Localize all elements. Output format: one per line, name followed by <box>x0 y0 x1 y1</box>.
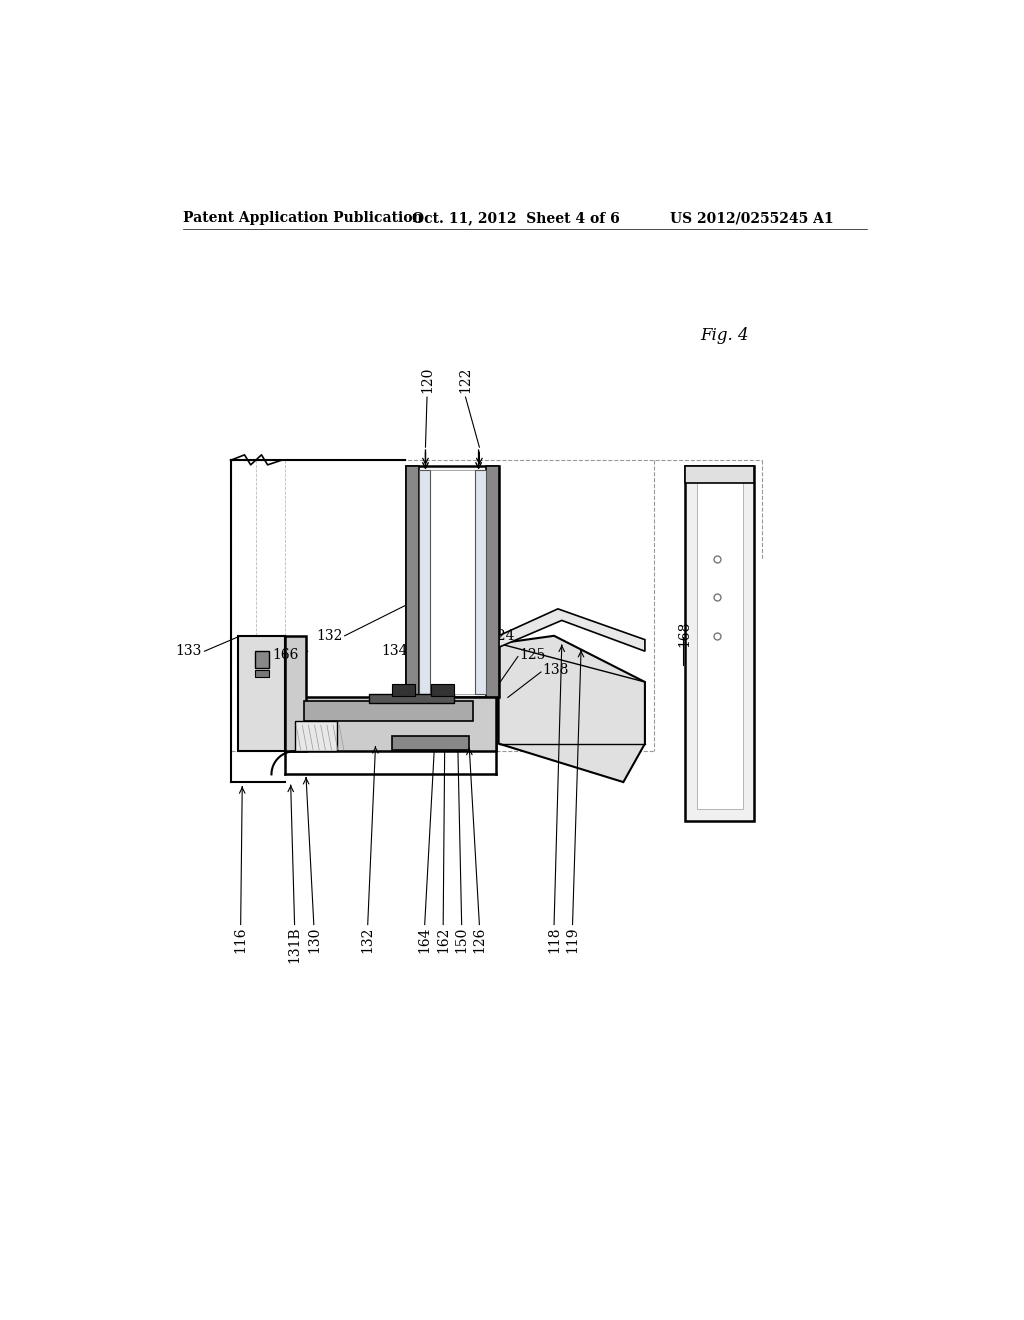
Text: 166: 166 <box>272 648 298 663</box>
Text: 134: 134 <box>381 644 408 659</box>
Text: 150: 150 <box>455 927 469 953</box>
Polygon shape <box>499 636 645 781</box>
Bar <box>295 721 337 751</box>
Text: 164: 164 <box>418 927 432 953</box>
Text: 162: 162 <box>436 927 451 953</box>
Bar <box>255 651 269 668</box>
Text: 130: 130 <box>307 927 321 953</box>
Text: 120: 120 <box>420 367 434 393</box>
Text: 132: 132 <box>360 927 375 953</box>
Bar <box>430 470 475 693</box>
Bar <box>475 470 486 693</box>
Bar <box>392 737 469 750</box>
Text: 119: 119 <box>565 927 580 953</box>
Bar <box>696 478 742 809</box>
Polygon shape <box>499 609 645 651</box>
Text: 126: 126 <box>472 927 486 953</box>
Text: 132: 132 <box>316 628 342 643</box>
Bar <box>407 466 499 697</box>
Text: 138: 138 <box>543 664 569 677</box>
Bar <box>419 470 430 693</box>
Text: US 2012/0255245 A1: US 2012/0255245 A1 <box>670 211 834 226</box>
Bar <box>685 466 755 821</box>
Text: 124: 124 <box>488 628 515 643</box>
Bar <box>304 701 473 721</box>
Bar <box>239 636 285 751</box>
Bar <box>285 636 306 751</box>
Text: 168: 168 <box>677 622 691 647</box>
Bar <box>370 693 454 702</box>
Text: Fig. 4: Fig. 4 <box>700 327 749 345</box>
Text: Patent Application Publication: Patent Application Publication <box>183 211 423 226</box>
Bar <box>255 671 269 677</box>
Bar <box>407 466 419 697</box>
Text: Oct. 11, 2012  Sheet 4 of 6: Oct. 11, 2012 Sheet 4 of 6 <box>412 211 620 226</box>
Text: 133: 133 <box>175 644 202 659</box>
Bar <box>285 697 497 751</box>
Text: 118: 118 <box>547 927 561 953</box>
Text: 116: 116 <box>233 927 248 953</box>
Text: 125: 125 <box>519 648 546 663</box>
Bar <box>486 466 499 697</box>
Bar <box>431 684 454 696</box>
Bar <box>685 466 755 483</box>
Bar <box>392 684 416 696</box>
Text: 122: 122 <box>459 367 472 393</box>
Text: 131B: 131B <box>288 927 302 964</box>
